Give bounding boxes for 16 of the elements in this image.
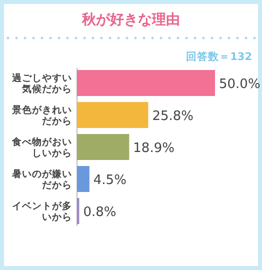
data-label: 4.5% (93, 173, 126, 188)
y-tick-label: 暑いのが嫌いだから (11, 168, 72, 191)
bar (77, 70, 215, 96)
y-tick-label: イベントが多いから (12, 200, 72, 223)
data-label: 50.0% (219, 77, 260, 92)
y-tick-label: 食べ物がおいしいから (11, 136, 72, 159)
data-label: 18.9% (133, 141, 174, 156)
y-tick-label: 過ごしやすい気候だから (11, 72, 72, 95)
chart-title: 秋が好きな理由 (81, 12, 180, 28)
text: 回答数＝132 (186, 50, 252, 63)
y-tick-label: 景色がきれいだから (11, 104, 72, 127)
data-label: 0.8% (83, 205, 116, 220)
bar (77, 134, 130, 160)
bar (77, 166, 90, 192)
data-label: 25.8% (152, 109, 194, 124)
bar (77, 102, 148, 128)
